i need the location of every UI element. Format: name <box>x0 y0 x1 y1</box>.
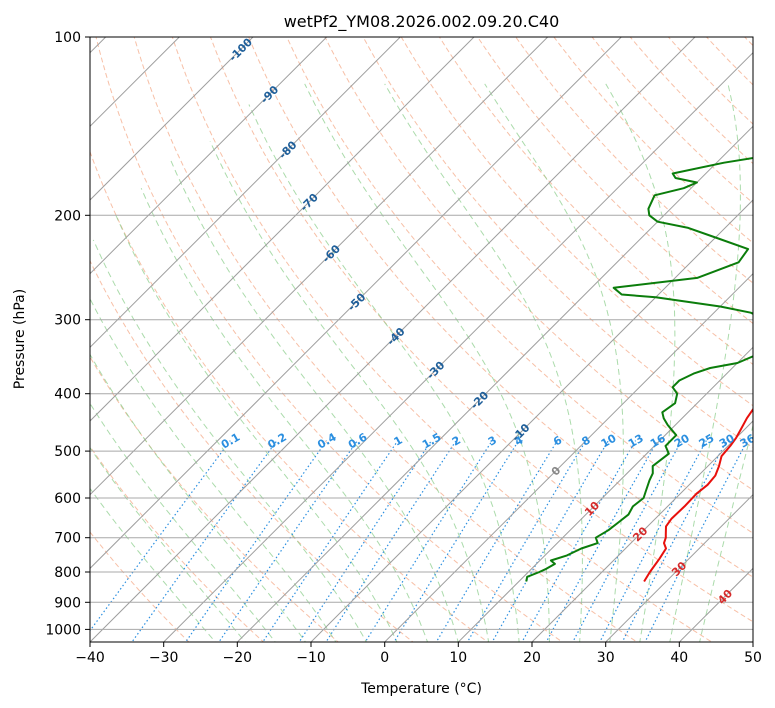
mixing-ratio-lines <box>90 440 748 642</box>
isotherm-line <box>90 37 402 349</box>
dry-adiabat <box>362 37 753 449</box>
dry-adiabat <box>591 37 753 204</box>
isotherm-line <box>90 37 254 201</box>
y-tick-label: 1000 <box>45 622 81 638</box>
mixing-ratio-line <box>90 440 231 632</box>
moist-adiabats <box>90 83 753 642</box>
mixing-ratio-label: 36 <box>738 431 758 450</box>
y-tick-label: 900 <box>54 595 81 611</box>
isotherm-line <box>90 37 475 422</box>
dry-adiabat <box>90 259 414 642</box>
dry-adiabat <box>286 37 753 534</box>
dry-adiabat <box>90 150 489 642</box>
y-tick-label: 600 <box>54 491 81 507</box>
mixing-ratio-line <box>572 440 683 642</box>
mixing-ratio-line <box>599 440 707 642</box>
mixing-ratio-line <box>521 440 637 642</box>
moist-adiabat <box>605 83 676 642</box>
moist-adiabat <box>699 423 753 642</box>
moist-adiabat <box>384 83 583 642</box>
x-tick-label: 40 <box>670 650 688 666</box>
dry-adiabat <box>476 37 753 325</box>
y-tick-label: 700 <box>54 531 81 547</box>
isotherms <box>90 37 753 642</box>
x-tick-label: 30 <box>597 650 615 666</box>
isotherm-line <box>383 272 753 642</box>
mixing-ratio-line <box>185 440 328 642</box>
x-tick-label: 50 <box>744 650 762 666</box>
y-tick-label: 500 <box>54 444 81 460</box>
isotherm-line <box>236 125 753 642</box>
y-tick-label: 400 <box>54 387 81 403</box>
mixing-ratio-line <box>435 440 558 642</box>
moist-adiabat <box>90 402 276 642</box>
isotherm-line <box>457 346 753 642</box>
pressure-gridlines <box>90 214 753 630</box>
chart-title: wetPf2_YM08.2026.002.09.20.C40 <box>284 12 560 32</box>
mixing-ratio-line <box>298 440 432 642</box>
moist-adiabat <box>169 157 459 642</box>
dewpoint-profile <box>525 156 753 582</box>
dry-adiabat <box>95 37 564 642</box>
x-tick-label: 0 <box>380 650 389 666</box>
moist-adiabat <box>669 83 741 642</box>
mixing-ratio-line <box>393 440 520 642</box>
dry-adiabat <box>553 37 753 244</box>
x-tick-label: 10 <box>449 650 467 666</box>
x-tick-label: −10 <box>296 650 326 666</box>
mixing-ratio-line <box>545 440 659 642</box>
dry-adiabats <box>90 37 753 642</box>
plot-frame <box>89 36 754 643</box>
moist-adiabat <box>209 141 490 642</box>
y-tick-label: 100 <box>54 30 81 46</box>
isotherm-line <box>90 37 328 275</box>
moist-adiabat <box>90 353 307 642</box>
dry-adiabat <box>248 37 753 578</box>
x-axis-title: Temperature (°C) <box>360 681 482 697</box>
moist-adiabat <box>140 187 429 642</box>
isotherm-line <box>90 37 623 570</box>
mixing-ratio-line <box>491 440 609 642</box>
dry-adiabat <box>667 37 753 125</box>
isotherm-line <box>90 37 696 642</box>
isotherm-line <box>604 493 753 642</box>
mixing-ratio-line <box>466 440 587 642</box>
moist-adiabat <box>115 215 398 642</box>
profiles <box>525 156 753 583</box>
moist-adiabat <box>248 104 520 642</box>
x-tick-label: −40 <box>75 650 105 666</box>
y-tick-label: 300 <box>54 313 81 329</box>
dry-adiabat <box>171 37 713 642</box>
y-tick-label: 800 <box>54 565 81 581</box>
dry-adiabat <box>90 531 190 642</box>
moist-adiabat <box>90 487 216 642</box>
x-tick-label: −20 <box>223 650 253 666</box>
isotherm-line <box>531 420 753 642</box>
y-tick-label: 200 <box>54 208 81 224</box>
dry-adiabat <box>400 37 753 407</box>
dry-adiabat <box>209 37 753 623</box>
isotherm-line <box>90 37 549 496</box>
plot-area: -100-90-80-70-60-50-40-30-20-10010203040… <box>90 37 758 642</box>
dry-adiabat <box>133 37 638 642</box>
x-tick-label: 20 <box>523 650 541 666</box>
dry-adiabat <box>90 445 265 642</box>
isotherm-line <box>310 199 753 642</box>
isotherm-line <box>162 51 753 642</box>
x-axis: −40 −30 −20 −10 0 10 20 30 40 50 <box>75 642 762 666</box>
moist-adiabat <box>304 83 550 642</box>
y-axis-title: Pressure (hPa) <box>12 289 28 389</box>
moist-adiabat <box>90 297 337 642</box>
y-axis: 100 200 300 400 500 600 700 800 900 1000 <box>45 30 90 638</box>
isotherm-line <box>90 37 181 128</box>
temperature-profile <box>643 407 753 583</box>
mixing-ratio-line <box>218 440 358 642</box>
x-tick-label: −30 <box>149 650 179 666</box>
moist-adiabat <box>92 239 367 642</box>
